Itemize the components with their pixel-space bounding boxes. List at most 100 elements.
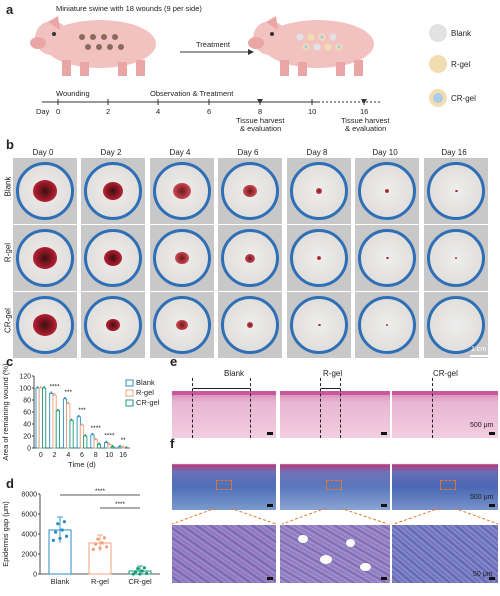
wound-photo-blank-day-6	[218, 158, 282, 224]
c-legend-swatch	[125, 389, 134, 397]
wound-photo-crgel-day-4	[150, 292, 214, 358]
c-y-tick-label: 80	[23, 398, 31, 405]
legend-crgel-label: CR-gel	[451, 94, 476, 103]
c-point	[43, 386, 46, 388]
c-point	[67, 401, 70, 404]
c-point	[125, 446, 128, 448]
legend-c-rgel: R-gel	[136, 388, 154, 397]
timeline-tick-8: 8	[258, 107, 263, 116]
c-significance-mark: ****	[50, 383, 61, 390]
harvest-label-1b: & evaluation	[240, 124, 282, 133]
c-bar-blank	[49, 392, 54, 449]
wound-photo-rgel-day-10	[355, 225, 419, 291]
masson-zoom-rgel	[280, 525, 390, 583]
he-image-rgel	[280, 378, 390, 438]
d-y-tick-label: 6000	[21, 512, 37, 519]
legend-c-blank: Blank	[136, 378, 155, 387]
d-point	[134, 570, 138, 574]
d-y-tick-label: 8000	[21, 492, 37, 499]
epidermis-gap-bar-chart: 0 2000 4000 6000 8000 Blank R-gel CR-gel **** ***…	[1, 488, 160, 586]
d-point	[58, 536, 62, 540]
wound-photo-blank-day-8	[287, 158, 351, 224]
c-y-tick-label: 100	[19, 386, 31, 393]
d-point	[62, 520, 66, 524]
wound-photo-blank-day-0	[13, 158, 77, 224]
c-bar-blank	[62, 398, 68, 449]
wound-photo-blank-day-2	[81, 158, 145, 224]
wound-photo-rgel-day-4	[150, 225, 214, 291]
c-bar-crgel	[42, 387, 47, 449]
c-bar-rgel	[121, 446, 126, 449]
masson-zoom-blank	[172, 525, 276, 583]
wound-photo-crgel-day-2	[81, 292, 145, 358]
d-point	[145, 571, 149, 575]
d-point	[94, 542, 98, 546]
legend-rgel-dot	[429, 55, 447, 73]
row-label-blank: Blank	[3, 176, 13, 197]
wound-photo-crgel-day-8	[287, 292, 351, 358]
wound-marks-after	[296, 33, 343, 51]
row-label-rgel: R-gel	[3, 242, 13, 263]
c-legend-swatch	[125, 399, 134, 407]
c-point	[94, 437, 97, 440]
c-bar-blank	[90, 434, 95, 449]
wound-photo-rgel-day-8	[287, 225, 351, 291]
c-point	[111, 444, 114, 447]
wound-photo-rgel-day-0	[13, 225, 77, 291]
harvest-label-1: Tissue harvest	[236, 116, 285, 125]
c-point	[70, 418, 73, 421]
zoom-connector-lines	[171, 508, 499, 525]
he-image-crgel	[392, 378, 498, 438]
d-y-axis-label: Epidermis gap (μm)	[1, 501, 10, 567]
day-header-16: Day 16	[441, 148, 467, 157]
d-point	[60, 528, 64, 532]
c-legend-swatch	[125, 379, 134, 387]
c-bar-rgel	[52, 394, 57, 449]
d-y-tick-label: 2000	[21, 552, 37, 559]
d-point	[102, 536, 106, 540]
c-point	[53, 393, 56, 396]
treatment-label: Treatment	[196, 40, 230, 49]
c-significance-mark: **	[121, 437, 127, 444]
c-significance-mark: ***	[64, 389, 72, 396]
wound-photo-blank-day-4	[150, 158, 214, 224]
d-point	[65, 534, 69, 538]
c-x-tick-label: 8	[94, 452, 98, 459]
c-bar-crgel	[110, 446, 115, 449]
c-bar-rgel	[79, 424, 85, 449]
hist-e-title-blank: Blank	[224, 369, 245, 378]
d-point	[105, 545, 109, 549]
panel-label-d: d	[6, 476, 14, 491]
c-y-tick-label: 20	[23, 434, 31, 441]
timeline-observation: Observation & Treatment	[150, 89, 234, 98]
day-header-8: Day 8	[306, 148, 328, 157]
c-significance-mark: ****	[104, 433, 115, 440]
d-point	[91, 547, 95, 551]
c-x-tick-label: 0	[39, 452, 43, 459]
masson-scale-label-top: 500 μm	[470, 494, 494, 501]
c-y-tick-label: 0	[27, 446, 31, 453]
legend-blank-dot	[429, 24, 447, 42]
c-significance-mark: ***	[78, 407, 86, 414]
c-bar-rgel	[107, 443, 112, 449]
hist-e-title-crgel: CR-gel	[433, 369, 458, 378]
d-point	[56, 522, 60, 526]
c-x-axis-label: Time (d)	[68, 460, 96, 469]
timeline-wounding: Wounding	[56, 89, 90, 98]
c-point	[118, 444, 121, 447]
harvest-label-2b: & evaluation	[345, 124, 387, 133]
d-sig-mark-1: ****	[95, 488, 106, 495]
d-x-tick-label: CR-gel	[128, 577, 152, 586]
timeline-day-label: Day	[36, 107, 50, 116]
photo-scale-label: 1 cm	[471, 346, 487, 353]
c-x-tick-label: 4	[66, 452, 70, 459]
d-point	[136, 567, 140, 571]
c-y-tick-label: 60	[23, 410, 31, 417]
c-bar-crgel	[55, 410, 60, 449]
wound-photo-blank-day-10	[355, 158, 419, 224]
c-point	[81, 423, 83, 426]
c-bar-rgel	[66, 403, 71, 449]
wound-photo-rgel-day-2	[81, 225, 145, 291]
d-y-tick-label: 4000	[21, 532, 37, 539]
